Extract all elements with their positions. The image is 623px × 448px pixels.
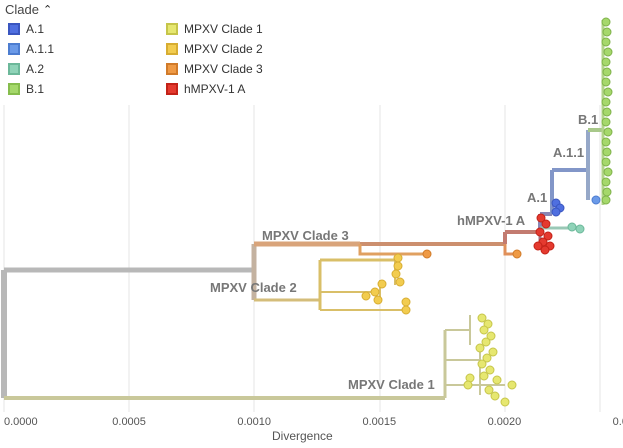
- x-tick-label: 0.0020: [488, 416, 522, 428]
- x-axis-title: Divergence: [272, 429, 333, 443]
- legend-title: Clade: [5, 2, 39, 17]
- tips-a2[interactable]: [567, 222, 585, 234]
- grid: [3, 105, 601, 412]
- legend-item-label: MPXV Clade 2: [184, 42, 263, 56]
- x-tick-label: 0.0005: [112, 416, 146, 428]
- label-clade3: MPXV Clade 3: [262, 228, 349, 243]
- legend-item-label: A.1.1: [26, 42, 55, 56]
- legend-item-a2[interactable]: A.2: [8, 62, 44, 76]
- legend-item-label: A.1: [26, 22, 45, 36]
- label-b1: B.1: [578, 112, 598, 127]
- tips-clade2[interactable]: [361, 253, 411, 315]
- legend-item-a11[interactable]: A.1.1: [8, 42, 54, 56]
- legend-item-a1[interactable]: A.1: [8, 22, 44, 36]
- legend-item-clade2[interactable]: MPXV Clade 2: [166, 42, 263, 56]
- label-a11: A.1.1: [553, 145, 584, 160]
- legend-item-b1[interactable]: B.1: [8, 82, 44, 96]
- legend-item-label: MPXV Clade 1: [184, 22, 263, 36]
- legend: Clade ⌃ A.1 A.1.1 A.2 B.1 MPXV Clade 1 M…: [0, 0, 623, 105]
- label-clade2: MPXV Clade 2: [210, 280, 297, 295]
- legend-item-label: hMPXV-1 A: [184, 82, 246, 96]
- x-axis: 0.0000 0.0005 0.0010 0.0015 0.0020 0.0025: [4, 416, 623, 428]
- legend-swatch: [8, 83, 20, 95]
- legend-header[interactable]: Clade ⌃: [5, 2, 52, 17]
- label-a1: A.1: [527, 190, 547, 205]
- legend-item-label: B.1: [26, 82, 45, 96]
- tips-clade3[interactable]: [422, 249, 522, 259]
- legend-item-hmpxv[interactable]: hMPXV-1 A: [166, 82, 245, 96]
- x-tick-label: 0.0000: [4, 416, 38, 428]
- tips-b1[interactable]: [601, 17, 613, 205]
- legend-swatch: [8, 43, 20, 55]
- legend-item-label: MPXV Clade 3: [184, 62, 263, 76]
- tips-a1[interactable]: [551, 198, 565, 217]
- tips-clade1[interactable]: [463, 313, 517, 407]
- legend-item-label: A.2: [26, 62, 45, 76]
- legend-swatch: [166, 83, 178, 95]
- tips-a11[interactable]: [591, 195, 601, 205]
- legend-swatch: [166, 63, 178, 75]
- legend-swatch: [8, 23, 20, 35]
- legend-swatch: [166, 43, 178, 55]
- legend-item-clade3[interactable]: MPXV Clade 3: [166, 62, 263, 76]
- chevron-up-icon[interactable]: ⌃: [42, 4, 53, 16]
- tree-branches: [1, 20, 605, 400]
- legend-item-clade1[interactable]: MPXV Clade 1: [166, 22, 263, 36]
- label-hmpxv: hMPXV-1 A: [457, 213, 526, 228]
- label-clade1: MPXV Clade 1: [348, 377, 435, 392]
- x-tick-label: 0.0015: [362, 416, 396, 428]
- x-tick-label: 0.0010: [237, 416, 271, 428]
- tips-hmpxv[interactable]: [533, 213, 555, 255]
- legend-swatch: [8, 63, 20, 75]
- legend-swatch: [166, 23, 178, 35]
- x-tick-label: 0.0025: [613, 416, 623, 428]
